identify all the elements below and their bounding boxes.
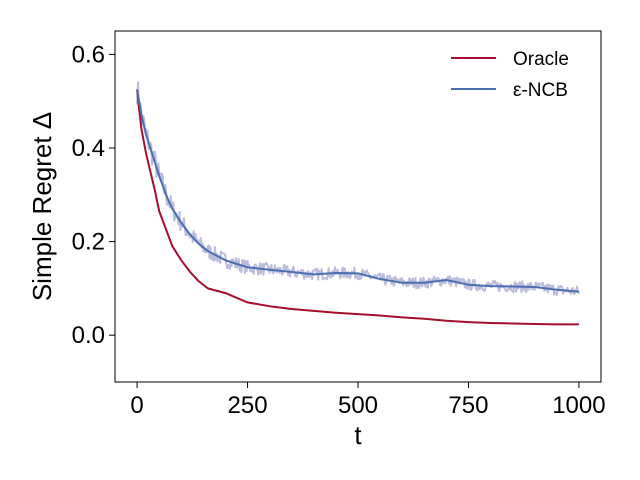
series-line-oracle — [136, 89, 579, 326]
y-tick-label: 0.2 — [72, 229, 105, 256]
y-tick-label: 0.6 — [72, 41, 105, 68]
x-tick-label: 1000 — [552, 392, 605, 419]
legend: Oracle ε-NCB — [451, 49, 569, 101]
y-axis-label: Simple Regret Δ — [27, 112, 57, 301]
legend-label: ε-NCB — [513, 80, 568, 101]
x-tick-label: 250 — [228, 392, 268, 419]
x-tick-label: 750 — [448, 392, 488, 419]
y-tick-label: 0.0 — [72, 322, 105, 349]
raw-noisy-series — [136, 81, 580, 297]
x-axis-label: t — [354, 420, 362, 450]
x-tick-label: 0 — [130, 392, 143, 419]
series-line-eps-ncb — [136, 89, 579, 293]
x-axis-ticks: 0 250 500 750 1000 — [130, 382, 606, 419]
eps-ncb-raw-noise — [136, 81, 580, 297]
x-tick-label: 500 — [338, 392, 378, 419]
legend-label: Oracle — [513, 49, 569, 70]
y-axis-ticks: 0.0 0.2 0.4 0.6 — [72, 41, 115, 349]
series-lines — [136, 89, 579, 326]
y-tick-label: 0.4 — [72, 135, 105, 162]
